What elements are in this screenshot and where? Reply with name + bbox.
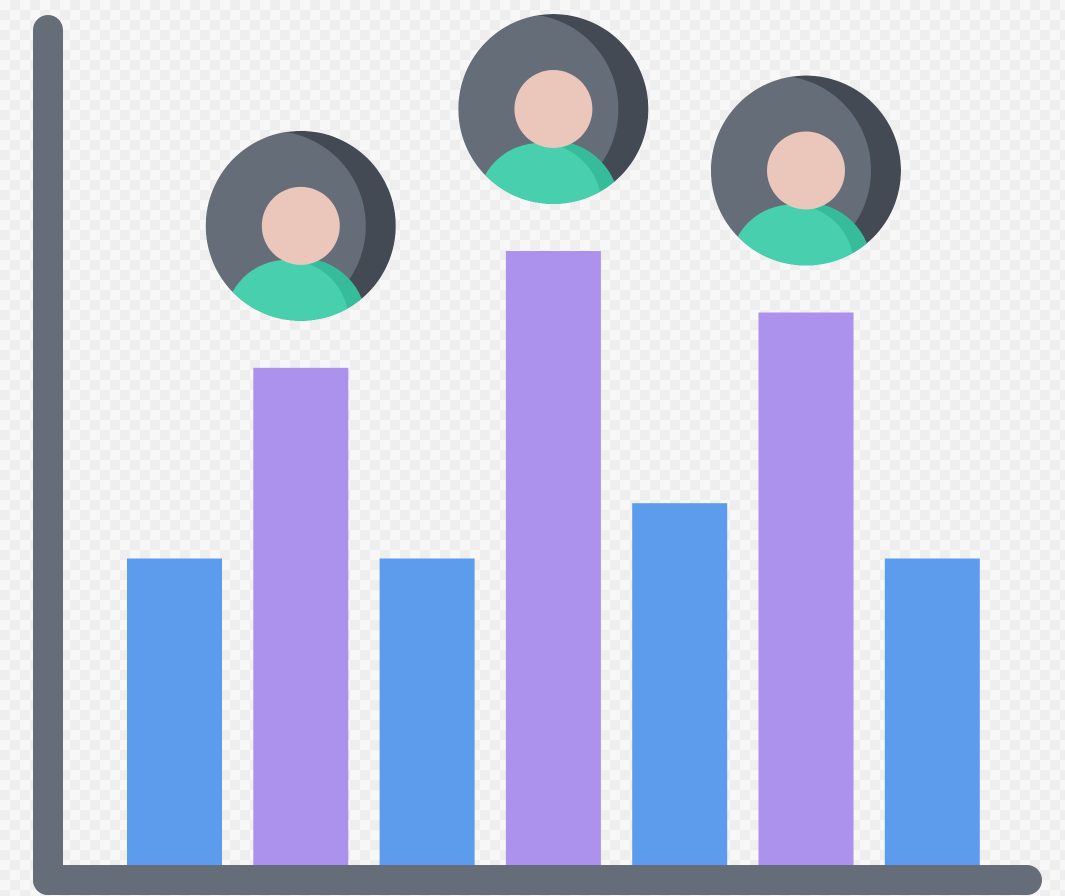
bars-group bbox=[127, 251, 980, 870]
person-avatar-icon bbox=[711, 75, 901, 266]
axes-group bbox=[33, 15, 1042, 895]
avatar-head bbox=[514, 70, 593, 148]
bar-6 bbox=[758, 312, 854, 870]
person-avatar-icon bbox=[458, 14, 649, 204]
bar-3 bbox=[379, 558, 475, 870]
avatar-shirt bbox=[730, 204, 854, 266]
avatar-shirt bbox=[224, 259, 349, 321]
bar-7 bbox=[884, 558, 980, 870]
avatar-shirt bbox=[477, 143, 602, 204]
bar-1 bbox=[127, 558, 222, 870]
bar-2 bbox=[253, 367, 349, 870]
person-avatar-icon bbox=[205, 130, 396, 321]
avatar-head bbox=[767, 131, 845, 210]
avatar-head bbox=[261, 186, 340, 265]
bar-4 bbox=[505, 251, 601, 870]
avatars-group bbox=[205, 14, 901, 321]
bar-5 bbox=[632, 503, 728, 870]
